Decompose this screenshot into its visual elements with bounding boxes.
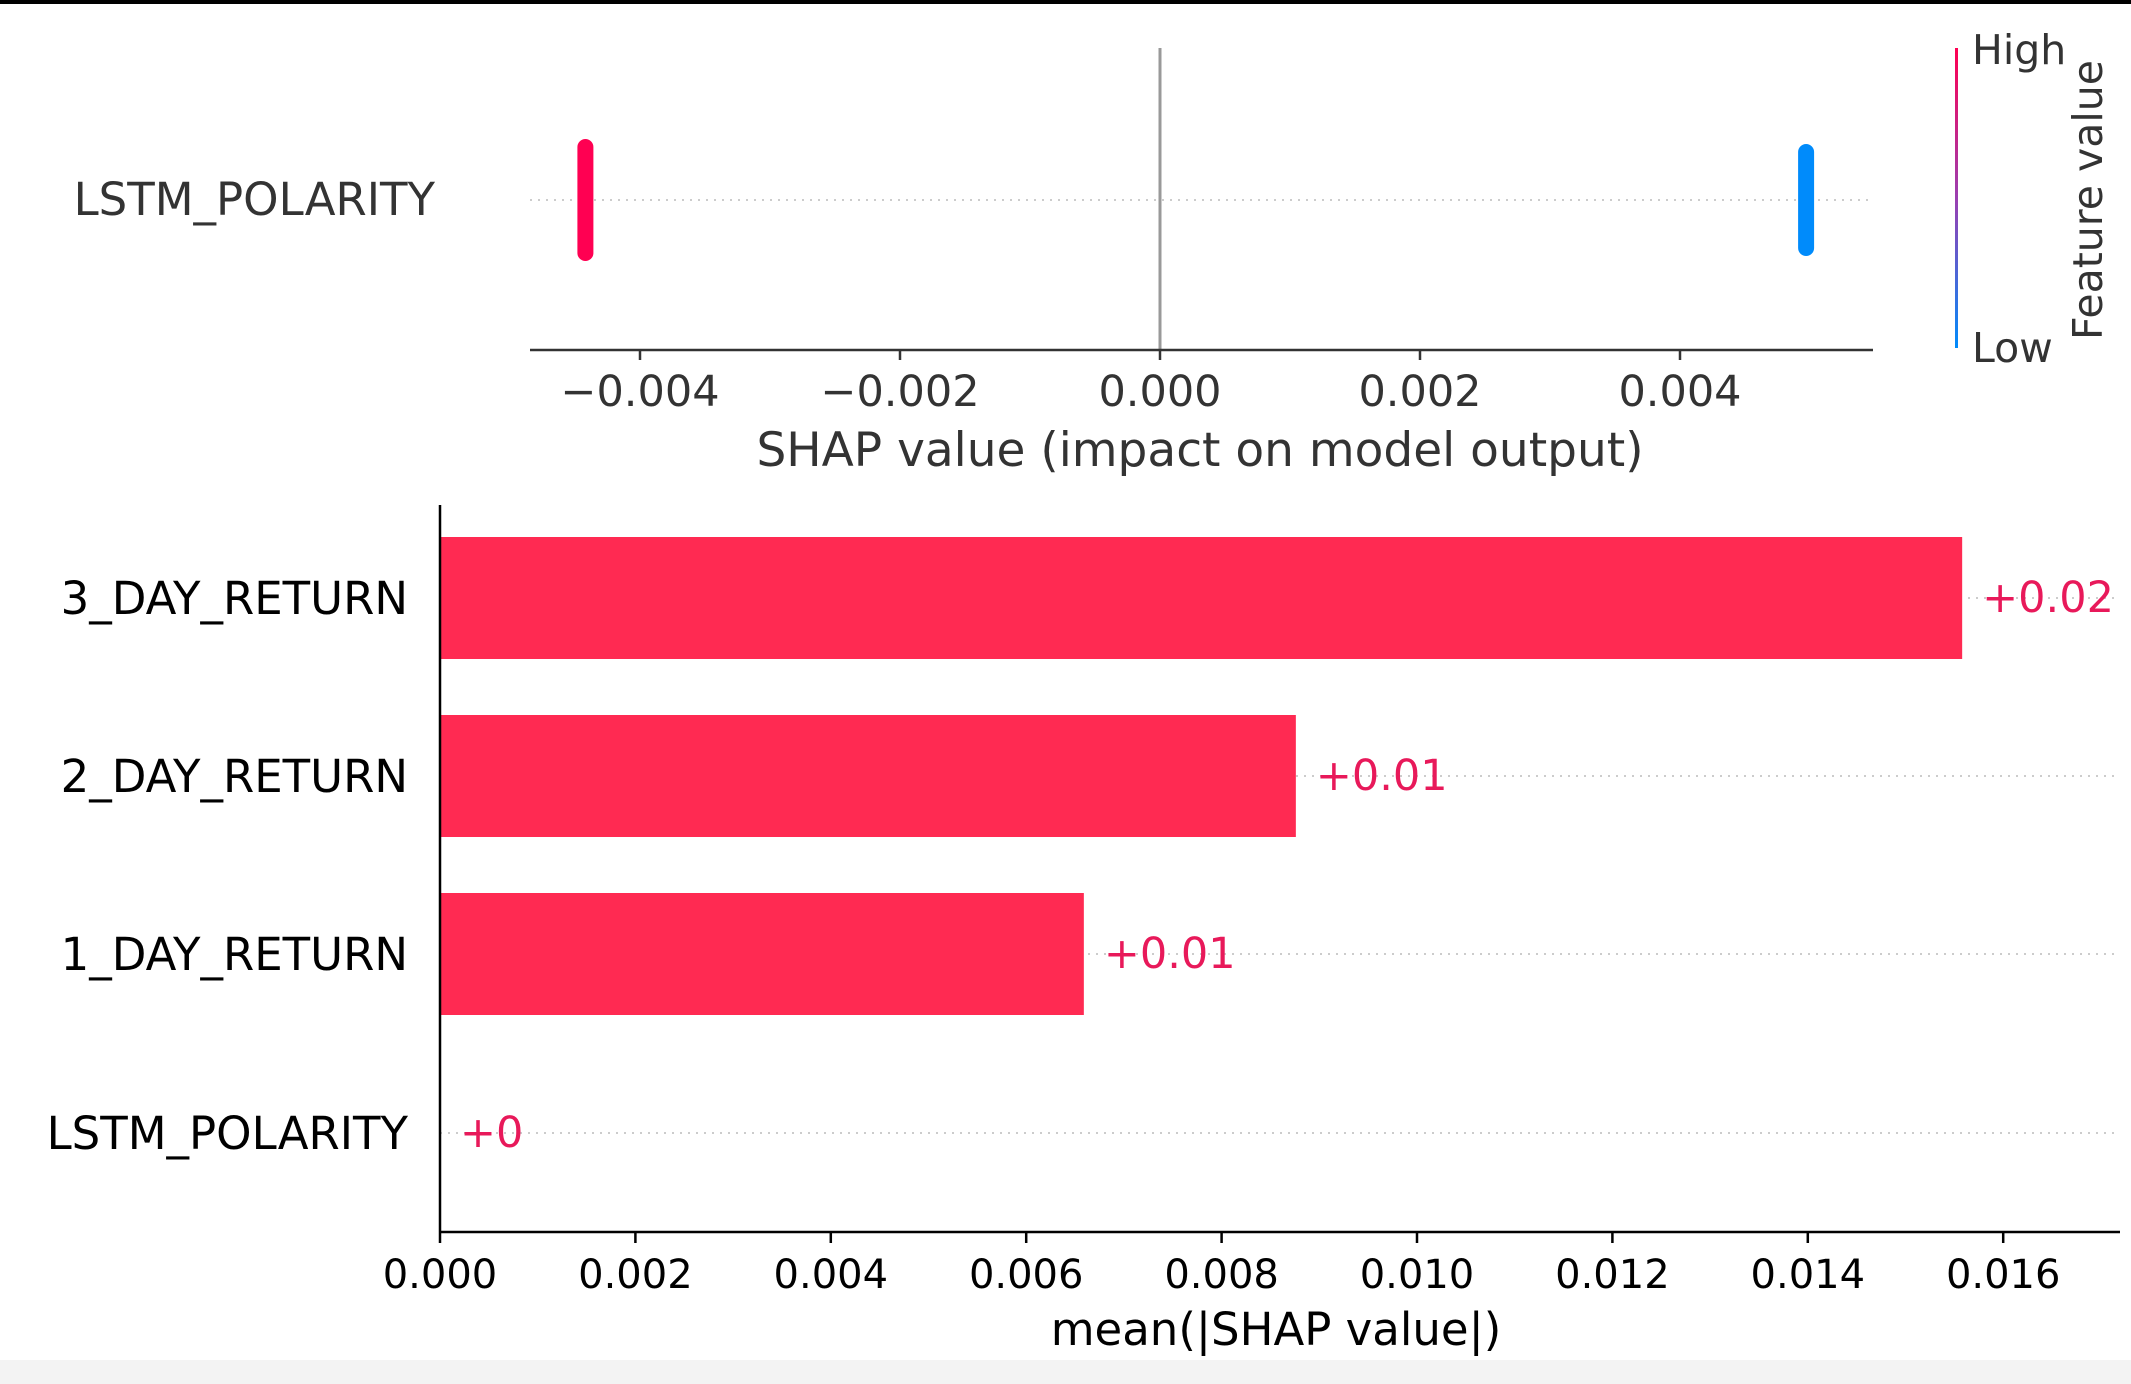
bar-tick-label: 0.014 xyxy=(1751,1252,1866,1298)
bar-value-label: +0.01 xyxy=(1104,929,1236,979)
beeswarm-feature-labels: LSTM_POLARITY xyxy=(74,173,436,226)
beeswarm-x-axis-label: SHAP value (impact on model output) xyxy=(756,423,1643,478)
bar-tick-label: 0.016 xyxy=(1946,1252,2061,1298)
bar-tick-label: 0.010 xyxy=(1360,1252,1475,1298)
bar xyxy=(440,537,1963,659)
bar-value-label: +0 xyxy=(460,1108,523,1158)
bar-x-axis-label: mean(|SHAP value|) xyxy=(1051,1303,1502,1356)
colorbar-low-label: Low xyxy=(1972,324,2053,372)
beeswarm-tick-label: −0.004 xyxy=(560,367,719,417)
bar-tick-label: 0.012 xyxy=(1555,1252,1670,1298)
bar-tick-label: 0.006 xyxy=(969,1252,1084,1298)
bar-x-ticks: 0.000 0.002 0.004 0.006 0.008 0.010 0.012 0.014… xyxy=(383,1232,2061,1298)
bar-category-label: 1_DAY_RETURN xyxy=(61,928,408,981)
bar xyxy=(440,715,1296,837)
bar-gridlines xyxy=(440,597,2120,1134)
bar xyxy=(440,893,1084,1015)
bar-tick-label: 0.002 xyxy=(578,1252,693,1298)
colorbar xyxy=(1955,48,1958,348)
beeswarm-tick-label: −0.002 xyxy=(820,367,979,417)
bar-category-label: 2_DAY_RETURN xyxy=(61,750,408,803)
beeswarm-feature-label: LSTM_POLARITY xyxy=(74,173,436,226)
beeswarm-tick-label: 0.002 xyxy=(1358,367,1481,417)
beeswarm-points xyxy=(577,139,1815,261)
top-border xyxy=(0,0,2131,4)
bar-tick-label: 0.000 xyxy=(383,1252,498,1298)
beeswarm-x-ticks: −0.004 −0.002 0.000 0.002 0.004 xyxy=(560,350,1742,417)
beeswarm-tick-label: 0.000 xyxy=(1098,367,1221,417)
bar-category-label: LSTM_POLARITY xyxy=(47,1107,409,1160)
beeswarm-tick-label: 0.004 xyxy=(1618,367,1741,417)
beeswarm-point-low xyxy=(1798,144,1815,256)
bar-tick-label: 0.008 xyxy=(1164,1252,1279,1298)
colorbar-high-label: High xyxy=(1972,26,2066,74)
mean-shap-bar-chart: +0.02 +0.01 +0.01 +0 3_DAY_RETURN 2_DAY_RETU… xyxy=(47,505,2120,1356)
beeswarm-point-high xyxy=(577,139,594,261)
bar-category-labels: 3_DAY_RETURN 2_DAY_RETURN 1_DAY_RETURN LSTM… xyxy=(47,572,409,1160)
bar-value-labels: +0.02 +0.01 +0.01 +0 xyxy=(460,573,2114,1158)
bar-tick-label: 0.004 xyxy=(774,1252,889,1298)
colorbar-title: Feature value xyxy=(2064,60,2112,340)
bar-bars xyxy=(440,537,1963,1015)
bar-category-label: 3_DAY_RETURN xyxy=(61,572,408,625)
bar-value-label: +0.02 xyxy=(1982,573,2114,623)
bar-value-label: +0.01 xyxy=(1316,751,1448,801)
shap-beeswarm-chart: LSTM_POLARITY −0.004 −0.002 0.000 0.002 0.00… xyxy=(74,26,2112,478)
bottom-band xyxy=(0,1360,2131,1384)
